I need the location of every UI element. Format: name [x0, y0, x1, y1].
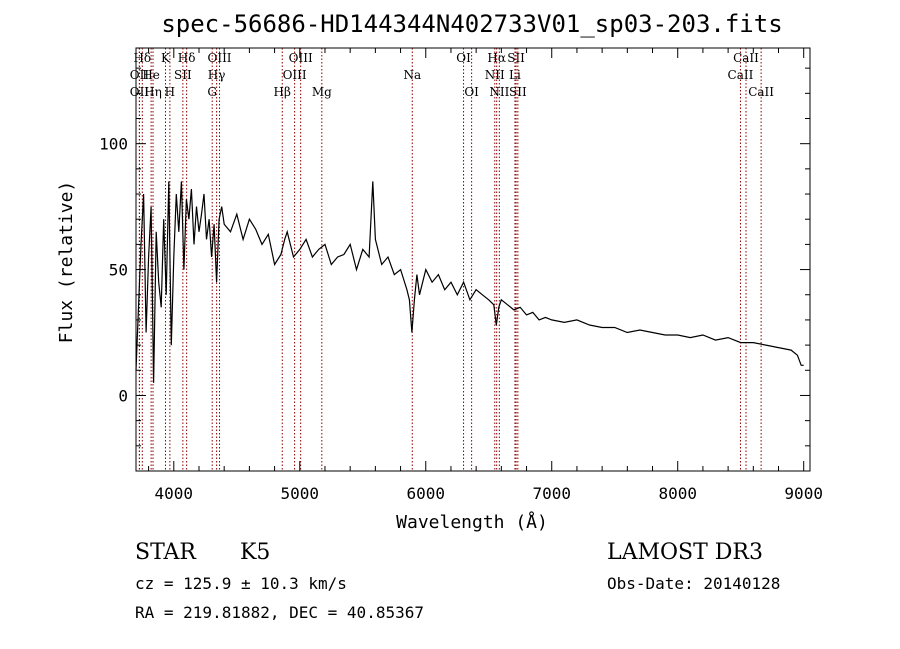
line-label-lines_top-8: CaII	[733, 51, 759, 65]
observation-date: Obs-Date: 20140128	[607, 574, 781, 593]
line-label-lines_bot-5: Mg	[312, 85, 332, 99]
series-line-flux	[135, 181, 804, 383]
line-label-lines_mid-7: Li	[509, 68, 521, 82]
line-label-lines_top-4: OIII	[289, 51, 313, 65]
line-label-lines_mid-5: Na	[403, 68, 421, 82]
line-label-lines_bot-3: G	[207, 85, 217, 99]
object-subclass: K5	[240, 540, 271, 565]
line-label-lines_top-3: OIII	[207, 51, 231, 65]
line-label-lines_mid-1: He	[142, 68, 160, 82]
line-label-lines_top-6: Hα	[487, 51, 506, 65]
object-class: STAR	[135, 540, 196, 565]
chart-title: spec-56686-HD144344N402733V01_sp03-203.f…	[161, 10, 782, 38]
spectrum-series	[135, 181, 804, 383]
redshift-cz: cz = 125.9 ± 10.3 km/s	[135, 574, 347, 593]
y-tick-label-50: 50	[109, 261, 128, 280]
line-label-lines_bot-7: NII	[489, 85, 509, 99]
line-label-lines_top-0: Hδ	[133, 51, 151, 65]
line-label-lines_bot-8: SII	[509, 85, 527, 99]
plot-frame	[135, 47, 811, 472]
x-tick-label-7000: 7000	[532, 484, 571, 503]
line-label-lines_bot-2: H	[165, 85, 175, 99]
line-label-lines_top-7: SII	[507, 51, 525, 65]
line-label-lines_bot-4: Hβ	[274, 85, 291, 99]
line-label-lines_mid-3: Hγ	[208, 68, 226, 82]
ra-dec-coordinates: RA = 219.81882, DEC = 40.85367	[135, 603, 424, 622]
line-label-lines_mid-6: NII	[485, 68, 505, 82]
x-tick-label-4000: 4000	[155, 484, 194, 503]
line-label-lines_top-2: Hδ	[178, 51, 196, 65]
x-axis-label: Wavelength (Å)	[396, 511, 548, 533]
x-tick-label-5000: 5000	[281, 484, 320, 503]
survey-name: LAMOST DR3	[607, 540, 763, 565]
line-label-lines_mid-4: OIII	[283, 68, 307, 82]
line-label-lines_bot-1: Hη	[144, 85, 162, 99]
line-label-lines_bot-0: OII	[130, 85, 150, 99]
axis-ticks	[136, 48, 810, 471]
y-tick-label-100: 100	[99, 135, 128, 154]
axis-tick-labels: 4000 5000 6000 7000 8000 9000 0 50 100	[99, 135, 823, 503]
line-label-lines_bot-9: CaII	[748, 85, 774, 99]
line-label-lines_top-1: K	[161, 51, 171, 65]
line-label-lines_bot-6: OI	[464, 85, 479, 99]
y-axis-label: Flux (relative)	[56, 181, 77, 344]
line-label-lines_top-5: OI	[456, 51, 471, 65]
x-tick-label-6000: 6000	[406, 484, 445, 503]
line-label-lines_mid-8: CaII	[728, 68, 754, 82]
line-label-lines_mid-0: OII	[130, 68, 150, 82]
x-tick-label-8000: 8000	[658, 484, 697, 503]
x-tick-label-9000: 9000	[784, 484, 823, 503]
line-label-lines_mid-2: SII	[174, 68, 192, 82]
y-tick-label-0: 0	[118, 386, 128, 405]
